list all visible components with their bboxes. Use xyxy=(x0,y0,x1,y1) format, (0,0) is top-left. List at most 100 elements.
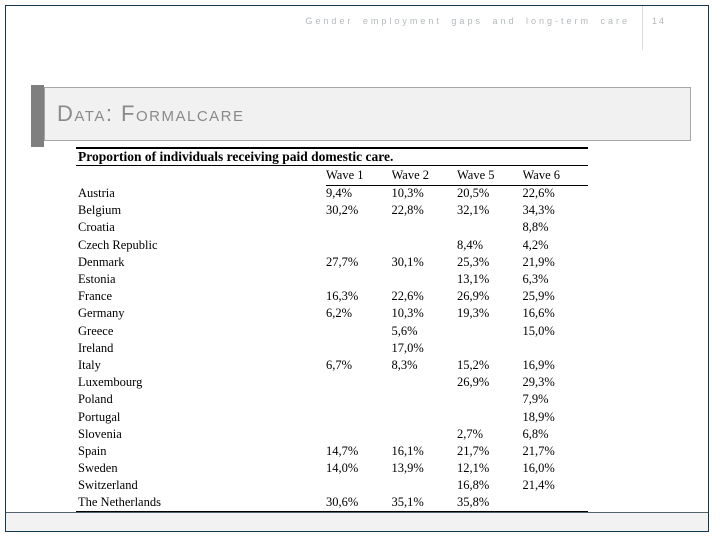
value-cell: 16,6% xyxy=(522,306,555,321)
value-cell xyxy=(326,477,392,494)
country-cell: The Netherlands xyxy=(78,494,161,509)
country-cell: Germany xyxy=(78,306,125,321)
footer-band xyxy=(6,512,708,531)
value-cell: 21,7% xyxy=(522,443,555,458)
country-cell: Croatia xyxy=(78,220,115,235)
value-cell: 35,8% xyxy=(457,494,490,509)
value-cell: 16,1% xyxy=(391,443,424,458)
value-cell: 22,6% xyxy=(391,289,424,304)
data-table: Wave 1 Wave 2 Wave 5 Wave 6 Austria 9,4% 10,3… xyxy=(76,166,588,513)
country-cell: Denmark xyxy=(78,254,125,269)
value-cell: 8,3% xyxy=(391,357,418,372)
value-cell xyxy=(326,219,392,236)
table-row: Luxembourg 26,9% 29,3% xyxy=(76,374,588,391)
value-cell: 16,0% xyxy=(522,461,555,476)
value-cell xyxy=(392,237,458,254)
value-cell: 2,7% xyxy=(457,426,484,441)
table-row: Switzerland 16,8% 21,4% xyxy=(76,477,588,494)
header-divider xyxy=(642,6,643,50)
country-cell: Italy xyxy=(78,357,101,372)
country-column-header xyxy=(76,166,326,185)
value-cell xyxy=(457,391,523,408)
page-number: 14 xyxy=(652,16,667,26)
country-cell: Ireland xyxy=(78,340,114,355)
value-cell: 21,9% xyxy=(522,254,555,269)
value-cell: 10,3% xyxy=(391,306,424,321)
value-cell: 20,5% xyxy=(457,186,490,201)
value-cell: 4,2% xyxy=(522,237,549,252)
value-cell: 10,3% xyxy=(391,186,424,201)
table-row: Poland 7,9% xyxy=(76,391,588,408)
value-cell: 30,2% xyxy=(326,203,359,218)
value-cell xyxy=(523,494,589,511)
value-cell xyxy=(457,340,523,357)
value-cell: 6,3% xyxy=(522,272,549,287)
value-cell xyxy=(457,323,523,340)
value-cell: 21,7% xyxy=(457,443,490,458)
table-row: Croatia 8,8% xyxy=(76,219,588,236)
value-cell xyxy=(326,237,392,254)
table-row: The Netherlands 30,6% 35,1% 35,8% xyxy=(76,494,588,511)
country-cell: Belgium xyxy=(78,203,122,218)
value-cell: 16,8% xyxy=(457,478,490,493)
country-cell: Spain xyxy=(78,443,107,458)
value-cell: 29,3% xyxy=(522,375,555,390)
value-cell: 13,9% xyxy=(391,461,424,476)
value-cell: 17,0% xyxy=(391,340,424,355)
table-body: Austria 9,4% 10,3% 20,5% 22,6% Belgium 30,2% 22… xyxy=(76,185,588,512)
column-header-wave-6: Wave 6 xyxy=(522,166,588,186)
table-row: Ireland 17,0% xyxy=(76,340,588,357)
value-cell xyxy=(392,219,458,236)
value-cell: 16,9% xyxy=(522,357,555,372)
value-cell xyxy=(392,271,458,288)
value-cell xyxy=(457,219,523,236)
value-cell: 6,8% xyxy=(522,426,549,441)
value-cell: 22,8% xyxy=(391,203,424,218)
country-cell: Sweden xyxy=(78,461,118,476)
value-cell: 35,1% xyxy=(391,494,424,509)
slide-title: Data: Formalcare xyxy=(57,101,245,126)
country-cell: Switzerland xyxy=(78,478,138,493)
value-cell: 15,0% xyxy=(522,323,555,338)
header-title: Gender employment gaps and long-term car… xyxy=(305,16,630,26)
value-cell: 21,4% xyxy=(522,478,555,493)
column-header-wave-1: Wave 1 xyxy=(326,166,392,186)
table-row: Portugal 18,9% xyxy=(76,408,588,425)
value-cell: 18,9% xyxy=(522,409,555,424)
table-row: France 16,3% 22,6% 26,9% 25,9% xyxy=(76,288,588,305)
value-cell xyxy=(326,426,392,443)
country-cell: France xyxy=(78,289,113,304)
table-row: Sweden 14,0% 13,9% 12,1% 16,0% xyxy=(76,460,588,477)
value-cell: 13,1% xyxy=(457,272,490,287)
title-accent-bar xyxy=(31,85,44,147)
value-cell: 25,3% xyxy=(457,254,490,269)
value-cell: 25,9% xyxy=(522,289,555,304)
value-cell: 6,2% xyxy=(326,306,353,321)
table-wrap: Proportion of individuals receiving paid… xyxy=(76,147,588,513)
table-row: Slovenia 2,7% 6,8% xyxy=(76,426,588,443)
value-cell xyxy=(392,391,458,408)
value-cell xyxy=(392,477,458,494)
value-cell: 19,3% xyxy=(457,306,490,321)
value-cell: 27,7% xyxy=(326,254,359,269)
table-row: Austria 9,4% 10,3% 20,5% 22,6% xyxy=(76,185,588,202)
value-cell: 14,7% xyxy=(326,443,359,458)
value-cell: 8,8% xyxy=(522,220,549,235)
slide-header: Gender employment gaps and long-term car… xyxy=(305,6,708,50)
value-cell: 8,4% xyxy=(457,237,484,252)
table-row: Belgium 30,2% 22,8% 32,1% 34,3% xyxy=(76,202,588,219)
value-cell: 15,2% xyxy=(457,357,490,372)
table-row: Italy 6,7% 8,3% 15,2% 16,9% xyxy=(76,357,588,374)
value-cell xyxy=(392,426,458,443)
value-cell xyxy=(392,374,458,391)
country-cell: Poland xyxy=(78,392,113,407)
country-cell: Slovenia xyxy=(78,426,122,441)
country-cell: Luxembourg xyxy=(78,375,143,390)
value-cell: 14,0% xyxy=(326,461,359,476)
table-row: Czech Republic 8,4% 4,2% xyxy=(76,237,588,254)
table-row: Spain 14,7% 16,1% 21,7% 21,7% xyxy=(76,443,588,460)
value-cell xyxy=(523,340,589,357)
value-cell: 16,3% xyxy=(326,289,359,304)
country-cell: Greece xyxy=(78,323,114,338)
